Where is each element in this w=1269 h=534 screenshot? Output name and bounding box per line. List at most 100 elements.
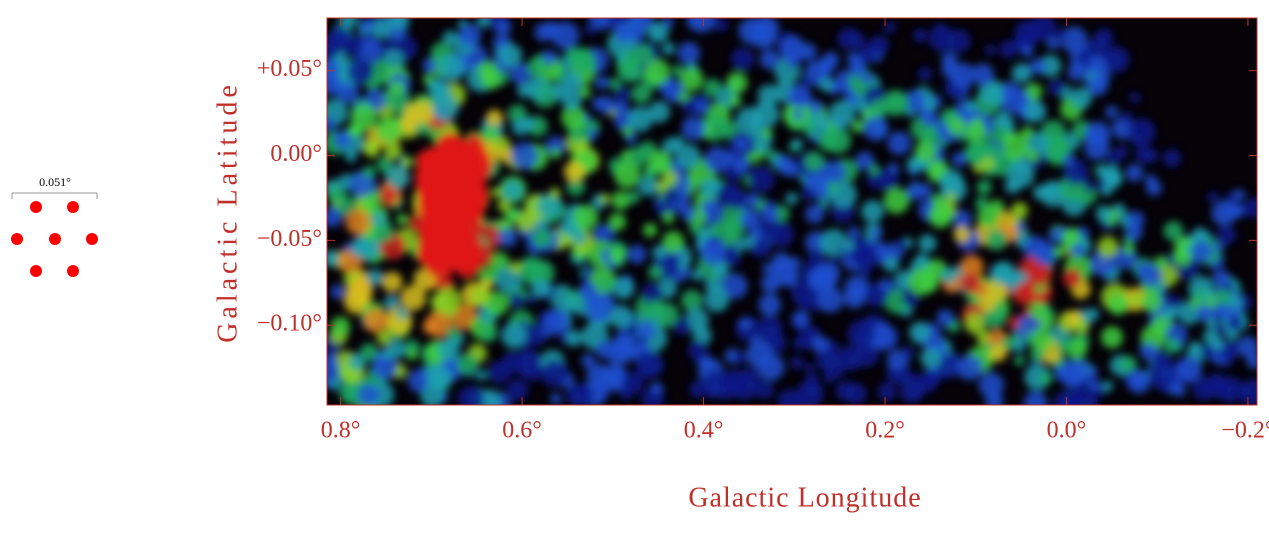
emission-blob: [977, 180, 992, 195]
emission-blob: [887, 132, 910, 155]
emission-blob: [817, 129, 839, 151]
emission-blob: [509, 261, 521, 273]
emission-blob: [1129, 293, 1141, 305]
emission-blob: [1212, 269, 1229, 286]
emission-blob: [486, 110, 503, 127]
emission-blob: [478, 61, 497, 80]
emission-blob: [673, 317, 691, 335]
emission-blob: [643, 223, 657, 237]
emission-blob: [748, 166, 774, 192]
emission-blob: [363, 308, 388, 333]
emission-blob: [1068, 63, 1086, 81]
emission-blob: [662, 42, 675, 55]
emission-blob: [1154, 373, 1173, 392]
emission-blob: [1107, 293, 1129, 315]
emission-blob: [1195, 304, 1212, 321]
emission-blob: [1049, 227, 1064, 242]
emission-blob: [656, 181, 667, 192]
emission-blob: [1136, 262, 1151, 277]
emission-blob: [1131, 373, 1144, 386]
emission-blob: [331, 317, 351, 337]
y-tick-label: −0.05°: [257, 226, 322, 252]
emission-blob: [734, 158, 750, 174]
emission-blob: [903, 346, 915, 358]
emission-blob: [397, 308, 409, 320]
emission-blob: [1053, 246, 1065, 258]
emission-blob: [531, 280, 549, 298]
emission-blob: [1123, 243, 1134, 254]
emission-blob: [550, 393, 562, 405]
emission-blob: [1071, 87, 1092, 108]
emission-blob: [863, 116, 888, 141]
emission-blob: [672, 136, 684, 148]
emission-blob: [861, 200, 884, 223]
emission-blob: [1211, 338, 1223, 350]
emission-blob: [322, 353, 337, 368]
emission-blob: [735, 137, 749, 151]
emission-blob: [1135, 145, 1153, 163]
emission-blob: [1107, 151, 1122, 166]
emission-blob: [1121, 111, 1133, 123]
emission-blob: [951, 63, 976, 88]
emission-blob: [731, 47, 754, 70]
emission-blob: [363, 166, 376, 179]
emission-blob: [995, 111, 1011, 127]
emission-blob: [615, 86, 630, 101]
emission-blob: [714, 18, 728, 32]
emission-blob: [876, 244, 891, 259]
emission-blob: [688, 341, 708, 361]
y-axis-label: Galactic Latitude: [212, 81, 243, 343]
emission-blob: [1094, 28, 1113, 47]
emission-blob: [1128, 118, 1155, 145]
emission-blob: [364, 194, 380, 210]
emission-blob: [488, 361, 511, 384]
emission-blob: [535, 23, 554, 42]
emission-blob: [923, 112, 938, 127]
emission-blob: [322, 117, 336, 131]
emission-blob: [1089, 56, 1106, 73]
emission-blob: [741, 210, 761, 230]
emission-blob: [600, 194, 610, 204]
emission-blob: [1096, 205, 1112, 221]
emission-blob: [762, 206, 778, 222]
emission-blob: [507, 379, 529, 401]
emission-blob: [809, 266, 837, 294]
emission-blob: [586, 297, 611, 322]
emission-blob: [1026, 149, 1039, 162]
emission-blob: [1012, 64, 1032, 84]
emission-blob: [574, 140, 587, 153]
emission-blob: [608, 213, 626, 231]
emission-blob: [812, 336, 828, 352]
emission-blob: [517, 83, 532, 98]
emission-blob: [946, 193, 956, 203]
emission-blob: [878, 382, 897, 401]
emission-blob: [578, 282, 597, 301]
x-tick-label: 0.8°: [321, 418, 361, 444]
emission-blob: [790, 356, 803, 369]
emission-blob: [477, 370, 488, 381]
emission-blob: [753, 15, 779, 41]
emission-blob: [870, 99, 888, 117]
emission-blob: [989, 344, 1007, 362]
y-tick-label: +0.05°: [257, 56, 322, 82]
emission-core: [425, 216, 452, 249]
emission-core: [450, 140, 475, 177]
emission-blob: [614, 99, 628, 113]
emission-blob: [739, 317, 752, 330]
emission-blob: [339, 10, 358, 29]
emission-blob: [1030, 347, 1045, 362]
emission-blob: [1190, 341, 1202, 353]
emission-blob: [512, 118, 530, 136]
emission-blob: [1130, 92, 1141, 103]
emission-blob: [1217, 226, 1236, 245]
emission-blob: [852, 63, 866, 77]
emission-blob: [1084, 397, 1099, 412]
emission-blob: [532, 228, 552, 248]
emission-blob: [856, 285, 867, 296]
emission-blob: [804, 152, 824, 172]
emission-blob: [648, 101, 670, 123]
emission-blob: [362, 139, 379, 156]
emission-blob: [382, 272, 403, 293]
emission-blob: [1163, 149, 1181, 167]
emission-blob: [632, 84, 652, 104]
